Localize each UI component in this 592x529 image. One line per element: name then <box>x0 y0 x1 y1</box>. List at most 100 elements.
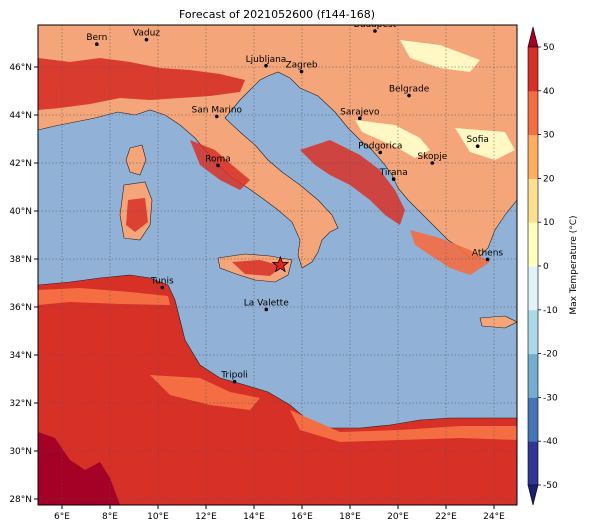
city-label: Vaduz <box>133 29 160 39</box>
map-title: Forecast of 2021052600 (f144-168) <box>179 8 375 21</box>
city-dot <box>430 161 435 165</box>
cool-zone-hungary <box>400 40 480 72</box>
x-tick-label: 6°E <box>54 512 70 522</box>
heat-zone-italy <box>190 140 250 190</box>
city-label: Skopje <box>417 152 447 162</box>
x-tick-label: 14°E <box>243 512 265 522</box>
colorbar-tick-label: 0 <box>543 262 549 272</box>
city-dot <box>373 29 377 33</box>
city-label: Ljubljana <box>246 55 287 65</box>
city-dot <box>216 163 220 168</box>
colorbar-tick-label: 10 <box>543 218 555 228</box>
colorbar-tick-label: -10 <box>543 306 558 316</box>
city-label: Athens <box>472 248 503 258</box>
colorbar-segment <box>528 134 538 179</box>
x-tick-label: 20°E <box>387 512 409 522</box>
city-label: Podgorica <box>358 141 402 151</box>
corsica <box>125 144 147 176</box>
x-tick-label: 8°E <box>102 512 118 522</box>
map-frame <box>37 24 518 506</box>
colorbar-tick-label: -50 <box>543 481 558 491</box>
y-tick-label: 38°N <box>9 255 32 265</box>
city-dot <box>475 144 480 148</box>
city-label: Roma <box>205 154 231 164</box>
colorbar-segment <box>528 309 538 355</box>
city-dot <box>378 150 383 155</box>
colorbar-tick-label: -30 <box>543 393 558 403</box>
colorbar-extend-min <box>527 484 539 506</box>
colorbar-tick-label: 30 <box>543 131 555 141</box>
city-dot <box>232 379 237 384</box>
graticule <box>38 25 517 505</box>
city-label: San Marino <box>192 105 243 115</box>
x-tick-label: 10°E <box>147 512 169 522</box>
colorbar-segment <box>528 266 538 311</box>
y-tick-label: 44°N <box>9 111 32 121</box>
city-label: Tunis <box>150 277 174 287</box>
crete <box>479 315 517 329</box>
colorbar-segment <box>528 47 538 92</box>
y-tick-label: 30°N <box>9 447 32 457</box>
city-label: Sofia <box>466 135 488 145</box>
africa-cooler-libya <box>150 375 260 410</box>
city-label: Bern <box>86 33 107 43</box>
colorbar-segment <box>528 397 538 442</box>
y-tick-label: 42°N <box>9 159 32 169</box>
colorbar-tick-label: 40 <box>543 87 555 97</box>
y-tick-label: 34°N <box>9 351 32 361</box>
colorbar-segment <box>528 222 538 267</box>
land-north-africa <box>38 274 517 505</box>
colorbar-segment <box>528 90 538 136</box>
y-tick-label: 32°N <box>9 399 32 409</box>
x-axis-ticks: 6°E 8°E 10°E 12°E 14°E 16°E 18°E 20°E 22°E 24°E <box>54 505 505 522</box>
colorbar-extend-max <box>527 26 539 48</box>
y-tick-label: 40°N <box>9 207 32 217</box>
y-tick-label: 46°N <box>9 63 32 73</box>
cool-zone-bulgaria <box>455 128 515 160</box>
colorbar: -50 -40 -30 -20 -10 0 10 20 30 40 50 <box>527 26 558 506</box>
y-tick-label: 28°N <box>9 495 32 505</box>
city-dot <box>299 69 304 74</box>
colorbar-segment <box>528 441 538 486</box>
colorbar-tick-label: 50 <box>543 43 555 53</box>
colorbar-tick-label: -20 <box>543 350 558 360</box>
city-label: Budapest <box>354 20 397 30</box>
cool-zone-balkans <box>355 120 430 158</box>
city-dot <box>160 285 165 290</box>
city-dot <box>391 177 396 181</box>
heat-zone-balkans <box>300 140 405 225</box>
city-label: Belgrade <box>389 85 430 95</box>
star-marker <box>271 255 290 273</box>
city-dot <box>144 37 149 42</box>
y-axis-ticks: 28°N 30°N 32°N 34°N 36°N 38°N 40°N 42°N 44°N 46°N <box>9 63 38 505</box>
city-label: Sarajevo <box>340 107 380 117</box>
africa-cooler-inland <box>290 410 517 442</box>
city-label: Tripoli <box>220 371 248 381</box>
city-label: Tirana <box>379 168 408 178</box>
colorbar-tick-label: -40 <box>543 437 558 447</box>
africa-cooler-coast <box>38 288 170 305</box>
x-tick-label: 24°E <box>483 512 505 522</box>
city-dot <box>215 114 219 119</box>
x-tick-label: 22°E <box>435 512 457 522</box>
colorbar-tick-label: 20 <box>543 174 555 184</box>
city-dot <box>358 116 362 121</box>
sicily-heat <box>232 260 282 276</box>
y-tick-label: 36°N <box>9 303 32 313</box>
city-label: Zagreb <box>285 61 317 71</box>
heat-zone-greece <box>410 230 490 275</box>
africa-dark-zone <box>38 432 120 505</box>
colorbar-segment <box>528 353 538 398</box>
city-label: La Valette <box>244 298 289 308</box>
city-dot <box>264 307 269 312</box>
colorbar-segment <box>528 178 538 223</box>
city-dot <box>95 42 99 46</box>
city-dot <box>485 257 490 262</box>
x-tick-label: 12°E <box>195 512 217 522</box>
city-dot <box>264 64 268 68</box>
x-tick-label: 18°E <box>339 512 361 522</box>
heat-zone-alps <box>38 58 245 110</box>
